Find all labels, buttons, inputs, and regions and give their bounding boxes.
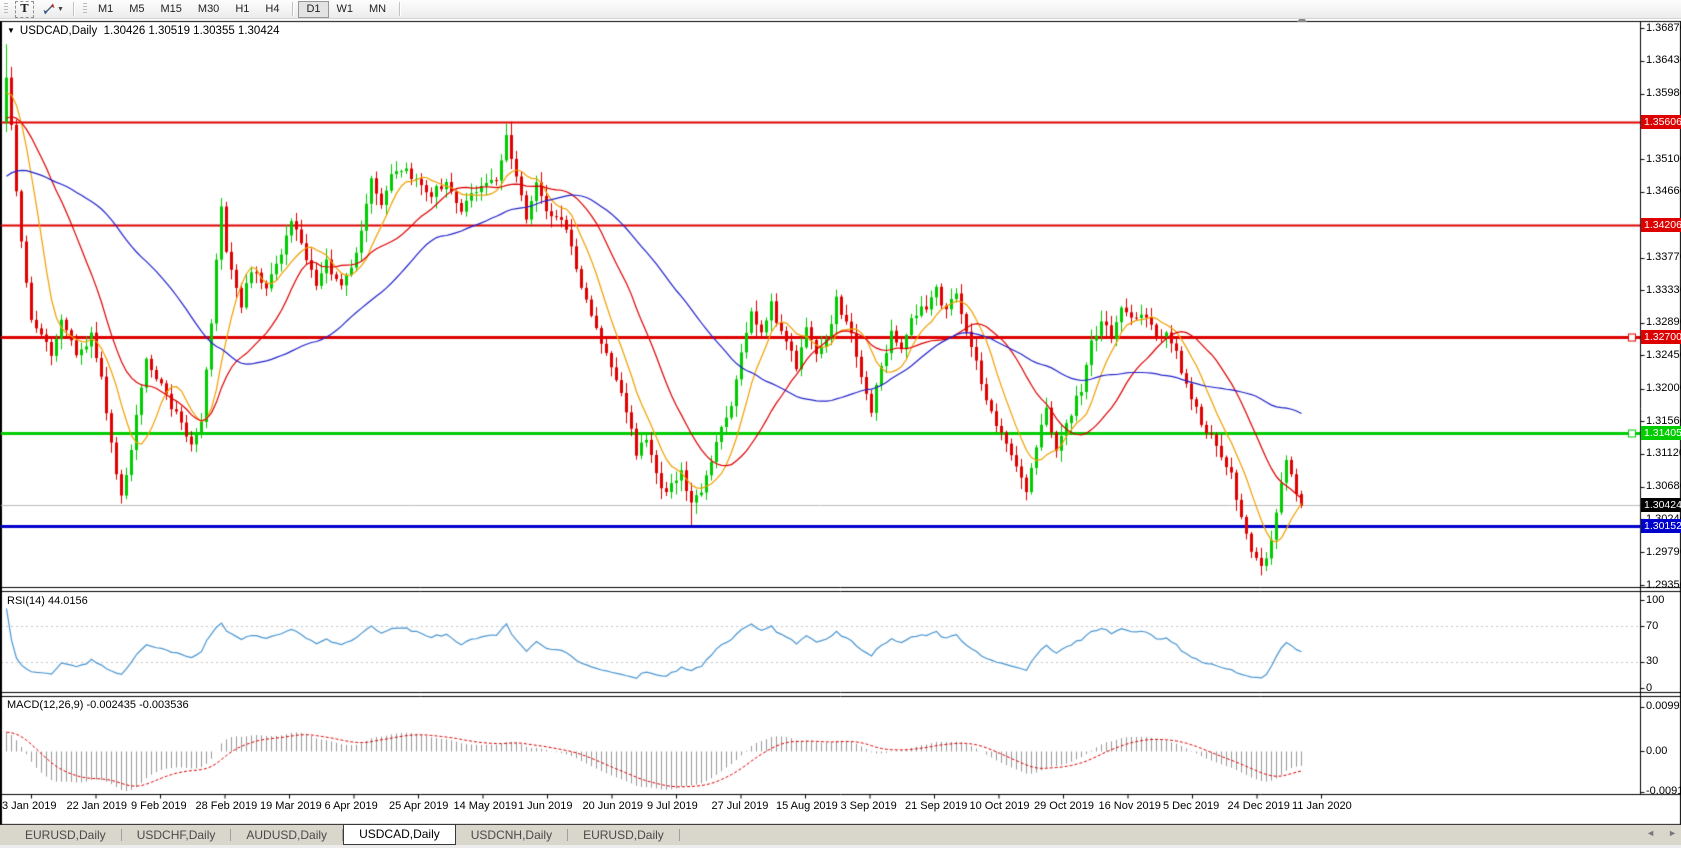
rsi-label: RSI(14) 44.0156 bbox=[7, 595, 88, 607]
chart-tab-usdcnh-daily[interactable]: USDCNH,Daily bbox=[470, 828, 553, 842]
price-tick-label: 1.32890 bbox=[1646, 316, 1681, 329]
price-tick-label: 1.31120 bbox=[1646, 447, 1681, 460]
arrows-tool-icon[interactable] bbox=[42, 2, 56, 16]
price-tick-label: 1.30680 bbox=[1646, 480, 1681, 493]
toolbar: T ▼ M1 M5 M15 M30 H1 H4 D1 W1 MN bbox=[0, 0, 1681, 19]
timeframe-button-mn[interactable]: MN bbox=[369, 2, 387, 15]
tab-divider bbox=[567, 829, 569, 841]
date-axis-label: 24 Dec 2019 bbox=[1227, 800, 1290, 812]
tab-divider bbox=[342, 829, 344, 841]
date-axis-label: 16 Nov 2019 bbox=[1098, 800, 1161, 812]
toolbar-grip[interactable] bbox=[82, 3, 87, 15]
arrows-tool-dropdown-caret[interactable]: ▼ bbox=[57, 5, 64, 13]
price-tick-label: 1.34660 bbox=[1646, 185, 1681, 198]
date-axis-label: 5 Dec 2019 bbox=[1163, 800, 1220, 812]
chart-tab-eurusd-daily[interactable]: EURUSD,Daily bbox=[583, 828, 664, 842]
toolbar-grip[interactable] bbox=[4, 3, 8, 15]
date-axis-label: 20 Jun 2019 bbox=[582, 800, 644, 812]
date-axis-label: 3 Sep 2019 bbox=[840, 800, 897, 812]
tab-divider bbox=[120, 829, 122, 841]
timeframe-button-m5[interactable]: M5 bbox=[129, 2, 145, 15]
price-tick-label: 1.33770 bbox=[1646, 251, 1681, 264]
chart-tab-bar: EURUSD,Daily USDCHF,Daily AUDUSD,Daily USDC… bbox=[0, 824, 1681, 845]
timeframe-button-m1[interactable]: M1 bbox=[97, 2, 114, 15]
date-axis-label: 25 Apr 2019 bbox=[389, 800, 449, 812]
macd-axis-label: 0.009975 bbox=[1646, 700, 1681, 713]
price-tick-label: 1.32450 bbox=[1646, 348, 1681, 361]
chart-tab-usdcad-daily[interactable]: USDCAD,Daily bbox=[343, 824, 456, 845]
chart-ohlc-values: 1.30426 1.30519 1.30355 1.30424 bbox=[103, 25, 280, 37]
price-tick-label: 1.36430 bbox=[1646, 54, 1681, 67]
date-axis-label: 14 May 2019 bbox=[453, 800, 518, 812]
chart-tab-eurusd-daily[interactable]: EURUSD,Daily bbox=[25, 828, 106, 842]
date-axis-label: 9 Feb 2019 bbox=[131, 800, 187, 812]
status-strip bbox=[0, 845, 1681, 848]
date-axis-label: 10 Oct 2019 bbox=[969, 800, 1030, 812]
date-axis-label: 3 Jan 2019 bbox=[2, 800, 57, 812]
price-level-label: 1.32700 bbox=[1641, 329, 1681, 344]
price-level-label: 1.34206 bbox=[1641, 218, 1681, 233]
date-axis-label: 19 Mar 2019 bbox=[260, 800, 322, 812]
date-axis-label: 1 Jun 2019 bbox=[518, 800, 573, 812]
current-price-label: 1.30424 bbox=[1641, 498, 1681, 513]
tab-scroll-left-button[interactable]: ◄ bbox=[1646, 828, 1656, 838]
rsi-axis-label: 30 bbox=[1646, 655, 1659, 668]
toolbar-separator bbox=[399, 2, 401, 16]
chart-title: ▼ USDCAD,Daily 1.30426 1.30519 1.30355 1.… bbox=[7, 25, 280, 37]
date-axis-label: 28 Feb 2019 bbox=[195, 800, 258, 812]
macd-axis-label: 0.00 bbox=[1646, 744, 1668, 757]
price-tick-label: 1.29350 bbox=[1646, 578, 1681, 591]
chart-symbol: USDCAD,Daily bbox=[19, 25, 98, 37]
date-axis-label: 11 Jan 2020 bbox=[1292, 800, 1352, 812]
timeframe-button-h4[interactable]: H4 bbox=[265, 2, 280, 15]
price-tick-label: 1.32000 bbox=[1646, 382, 1681, 395]
price-tick-label: 1.36870 bbox=[1646, 21, 1681, 34]
date-axis-label: 21 Sep 2019 bbox=[905, 800, 968, 812]
rsi-axis-label: 70 bbox=[1646, 619, 1659, 632]
macd-label: MACD(12,26,9) -0.002435 -0.003536 bbox=[7, 699, 189, 711]
date-axis-label: 27 Jul 2019 bbox=[711, 800, 769, 812]
symbol-caret-icon[interactable]: ▼ bbox=[7, 26, 15, 35]
toolbar-separator bbox=[292, 2, 294, 16]
date-axis-label: 15 Aug 2019 bbox=[776, 800, 838, 812]
price-tick-label: 1.33330 bbox=[1646, 283, 1681, 296]
tab-scroll-right-button[interactable]: ► bbox=[1668, 828, 1677, 838]
price-tick-label: 1.29790 bbox=[1646, 545, 1681, 558]
date-axis-label: 6 Apr 2019 bbox=[324, 800, 378, 812]
rsi-axis-label: 100 bbox=[1646, 593, 1665, 606]
price-level-label: 1.35606 bbox=[1641, 114, 1681, 129]
tab-divider bbox=[678, 829, 680, 841]
chart-tab-usdchf-daily[interactable]: USDCHF,Daily bbox=[136, 828, 216, 842]
date-axis-label: 22 Jan 2019 bbox=[66, 800, 128, 812]
rsi-axis-label: 0 bbox=[1646, 681, 1653, 694]
timeframe-button-w1[interactable]: W1 bbox=[336, 2, 354, 15]
price-tick-label: 1.35980 bbox=[1646, 87, 1681, 100]
macd-axis-label: -0.00915 bbox=[1646, 785, 1681, 798]
date-axis-label: 9 Jul 2019 bbox=[647, 800, 698, 812]
price-level-label: 1.31405 bbox=[1641, 425, 1681, 440]
tab-divider bbox=[230, 829, 232, 841]
price-level-label: 1.30152 bbox=[1641, 518, 1681, 533]
toolbar-separator bbox=[72, 2, 74, 16]
date-axis-label: 29 Oct 2019 bbox=[1034, 800, 1094, 812]
price-tick-label: 1.35100 bbox=[1646, 152, 1681, 165]
timeframe-button-m15[interactable]: M15 bbox=[160, 2, 182, 15]
chart-tab-audusd-daily[interactable]: AUDUSD,Daily bbox=[246, 828, 328, 842]
timeframe-button-m30[interactable]: M30 bbox=[197, 2, 220, 15]
text-tool-button[interactable]: T bbox=[15, 0, 34, 18]
timeframe-button-d1[interactable]: D1 bbox=[298, 0, 329, 18]
timeframe-button-h1[interactable]: H1 bbox=[235, 2, 250, 15]
price-tick-label: 1.31560 bbox=[1646, 414, 1681, 427]
